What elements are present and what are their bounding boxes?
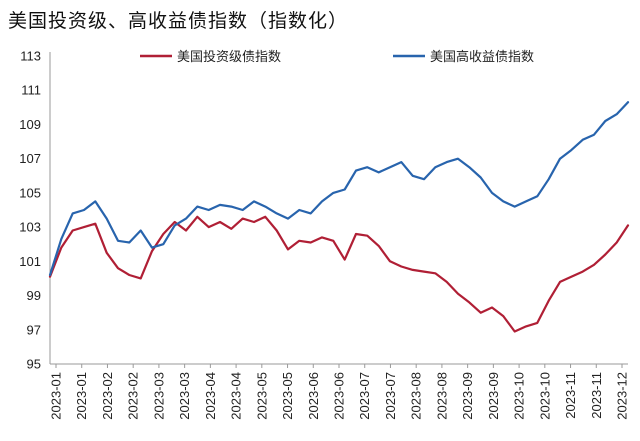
x-tick-label: 2023-01 xyxy=(49,372,64,420)
x-tick-label: 2023-05 xyxy=(254,372,269,420)
series-layer xyxy=(48,101,630,333)
x-tick-label: 2023-10 xyxy=(537,372,552,420)
y-tick-label: 113 xyxy=(20,49,41,64)
x-tick-label: 2023-09 xyxy=(460,372,475,420)
x-tick-label: 2023-04 xyxy=(229,372,244,420)
x-tick-label: 2023-01 xyxy=(74,372,89,420)
x-tick-label: 2023-07 xyxy=(383,372,398,420)
x-tick-label: 2023-03 xyxy=(177,372,192,420)
x-tick-label: 2023-11 xyxy=(589,372,604,419)
legend-label-2: 美国高收益债指数 xyxy=(430,49,534,65)
x-tick-label: 2023-02 xyxy=(126,372,141,420)
x-tick-label: 2023-07 xyxy=(357,372,372,420)
y-tick-label: 99 xyxy=(27,288,41,303)
x-tick-label: 2023-11 xyxy=(563,372,578,419)
x-tick-label: 2023-08 xyxy=(409,372,424,420)
y-tick-label: 111 xyxy=(21,83,41,98)
series-line-1 xyxy=(48,215,630,333)
y-tick-label: 95 xyxy=(27,357,41,372)
y-tick-label: 97 xyxy=(27,322,41,337)
x-tick-label: 2023-08 xyxy=(434,372,449,420)
y-tick-label: 101 xyxy=(19,254,41,269)
y-tick-label: 107 xyxy=(19,151,41,166)
y-tick-label: 109 xyxy=(19,117,41,132)
x-tick-label: 2023-03 xyxy=(151,372,166,420)
x-tick-label: 2023-12 xyxy=(615,372,630,420)
x-tick-label: 2023-04 xyxy=(203,372,218,420)
x-tick-label: 2023-02 xyxy=(100,372,115,420)
x-tick-label: 2023-06 xyxy=(332,372,347,420)
chart-title: 美国投资级、高收益债指数（指数化） xyxy=(8,10,349,32)
axes: 95 97 99 101 103 105 107 109 111 113 2023-01 2023-0… xyxy=(19,49,629,420)
x-tick-label: 2023-05 xyxy=(280,372,295,420)
legend: 美国投资级债指数 美国高收益债指数 xyxy=(140,49,534,65)
x-tick-label: 2023-10 xyxy=(512,372,527,420)
x-tick-label: 2023-06 xyxy=(306,372,321,420)
series-line-2 xyxy=(48,101,630,277)
y-tick-label: 105 xyxy=(19,185,41,200)
legend-label-1: 美国投资级债指数 xyxy=(177,49,281,65)
x-tick-label: 2023-09 xyxy=(486,372,501,420)
y-tick-label: 103 xyxy=(19,220,41,235)
